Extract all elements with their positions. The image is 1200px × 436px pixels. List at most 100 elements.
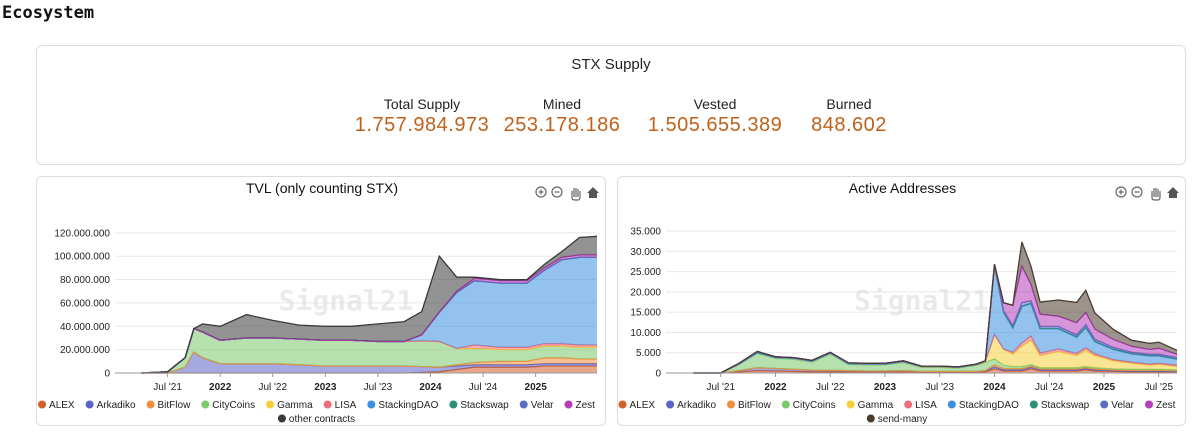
y-tick-label: 20.000 (630, 287, 661, 298)
legend-item-stackswap[interactable]: Stackswap (449, 400, 509, 411)
y-tick-label: 0 (104, 369, 110, 380)
line-other-contracts[interactable] (141, 235, 598, 374)
legend-marker (367, 400, 376, 409)
zoom-in-plus (1118, 189, 1124, 195)
zoom-in-icon[interactable] (1115, 186, 1127, 198)
chart-toolbar (535, 186, 599, 201)
legend-item-alex[interactable]: ALEX (618, 400, 656, 411)
legend-item-other-contracts[interactable]: other contracts (277, 414, 355, 425)
zoom-in-ring (535, 186, 547, 198)
zoom-out-icon[interactable] (551, 186, 563, 198)
line-alex[interactable] (693, 368, 1178, 374)
legend-label: ALEX (630, 400, 656, 411)
pan-hand-icon[interactable] (1151, 188, 1161, 201)
legend-item-gamma[interactable]: Gamma (846, 400, 894, 411)
stat-value: 253.178.186 (503, 114, 621, 136)
line-bitflow[interactable] (693, 364, 1178, 374)
supply-title: STX Supply (571, 56, 651, 73)
zoom-in-icon[interactable] (535, 186, 547, 198)
area-stackingdao[interactable] (141, 257, 598, 373)
y-tick-label: 5.000 (636, 348, 661, 359)
y-tick-label: 15.000 (630, 308, 661, 319)
legend-item-arkadiko[interactable]: Arkadiko (666, 400, 716, 411)
legend-item-citycoins[interactable]: CityCoins (781, 400, 836, 411)
legend-marker (666, 400, 675, 409)
x-tick-label: Jul '22 (816, 382, 845, 393)
stat-value: 848.602 (811, 114, 887, 136)
zoom-in-ring (1115, 186, 1127, 198)
legend-item-zest[interactable]: Zest (564, 400, 596, 411)
x-tick-label: 2023 (314, 382, 337, 393)
zoom-out-ring (1131, 186, 1143, 198)
y-tick-label: 35.000 (630, 227, 661, 238)
page-title: Ecosystem (2, 3, 95, 23)
y-tick-label: 100.000.000 (54, 252, 110, 263)
legend-item-zest[interactable]: Zest (1145, 400, 1176, 411)
legend-item-velar[interactable]: Velar (1100, 400, 1135, 411)
home-shape (1167, 187, 1179, 198)
legend-item-bitflow[interactable]: BitFlow (727, 400, 772, 411)
legend-marker (323, 400, 332, 409)
y-tick-label: 80.000.000 (60, 275, 110, 286)
legend-item-arkadiko[interactable]: Arkadiko (85, 400, 136, 411)
home-icon[interactable] (1167, 187, 1179, 198)
legend-item-lisa[interactable]: LISA (904, 400, 937, 411)
legend-item-gamma[interactable]: Gamma (266, 400, 313, 411)
y-tick-label: 40.000.000 (60, 322, 110, 333)
stat-label: Mined (542, 96, 582, 112)
legend-label: StackingDAO (959, 400, 1019, 411)
x-tick-label: Jul '21 (153, 382, 182, 393)
x-tick-label: Jul '24 (1035, 382, 1064, 393)
pan-hand-icon[interactable] (571, 188, 581, 201)
area-arkadiko[interactable] (141, 352, 598, 373)
zoom-out-icon[interactable] (1131, 186, 1143, 198)
tvl-chart[interactable]: TVL (only counting STX) 0 20.000.000 40.000… (37, 177, 607, 427)
area-gamma[interactable] (693, 334, 1177, 374)
legend-marker (449, 400, 458, 409)
area-send-many[interactable] (693, 242, 1177, 373)
line-send-many[interactable] (693, 241, 1178, 374)
x-tick-label: Jul '21 (706, 382, 735, 393)
chart-title: Active Addresses (849, 180, 956, 196)
legend-item-velar[interactable]: Velar (519, 400, 554, 411)
chart-toolbar (1115, 186, 1179, 201)
legend-marker (564, 400, 573, 409)
y-tick-label: 120.000.000 (54, 228, 110, 239)
legend-label: send-many (878, 414, 927, 425)
x-tick-label: 2025 (1093, 382, 1116, 393)
legend-marker (781, 400, 790, 409)
stat-label: Total Supply (383, 96, 461, 112)
x-tick-label: Jul '23 (925, 382, 954, 393)
x-tick-label: 2025 (525, 382, 548, 393)
legend-label: Gamma (858, 400, 894, 411)
legend-label: Velar (531, 400, 554, 411)
area-bitflow[interactable] (141, 352, 598, 373)
legend-marker (1029, 400, 1038, 409)
watermark: Signal21 (854, 284, 989, 317)
legend-label: BitFlow (158, 400, 192, 411)
legend-marker (1145, 400, 1154, 409)
legend-label: ALEX (49, 400, 75, 411)
legend-item-citycoins[interactable]: CityCoins (201, 400, 255, 411)
x-tick-label: 2024 (983, 382, 1006, 393)
legend-item-lisa[interactable]: LISA (323, 400, 357, 411)
active-addresses-chart[interactable]: Active Addresses 0 5.000 10.000 15.000 20.000… (618, 177, 1187, 427)
area-stackingdao[interactable] (693, 265, 1177, 374)
area-arkadiko[interactable] (693, 366, 1177, 373)
stat-value: 1.505.655.389 (647, 114, 783, 136)
legend-item-send-many[interactable]: send-many (866, 414, 927, 425)
legend-label: Velar (1111, 400, 1134, 411)
legend-item-alex[interactable]: ALEX (38, 400, 75, 411)
watermark: Signal21 (279, 284, 414, 317)
legend-item-stackingdao[interactable]: StackingDAO (947, 400, 1019, 411)
legend-item-bitflow[interactable]: BitFlow (146, 400, 192, 411)
home-icon[interactable] (587, 187, 599, 198)
legend-marker (38, 400, 47, 409)
legend-marker (201, 400, 210, 409)
stat-vested: Vested 1.505.655.389 (635, 96, 795, 137)
legend-item-stackswap[interactable]: Stackswap (1029, 400, 1090, 411)
legend-marker (277, 414, 286, 423)
legend-item-stackingdao[interactable]: StackingDAO (367, 400, 439, 411)
area-citycoins[interactable] (141, 328, 598, 373)
active-addresses-chart-card: Active Addresses 0 5.000 10.000 15.000 20.000… (617, 176, 1186, 426)
